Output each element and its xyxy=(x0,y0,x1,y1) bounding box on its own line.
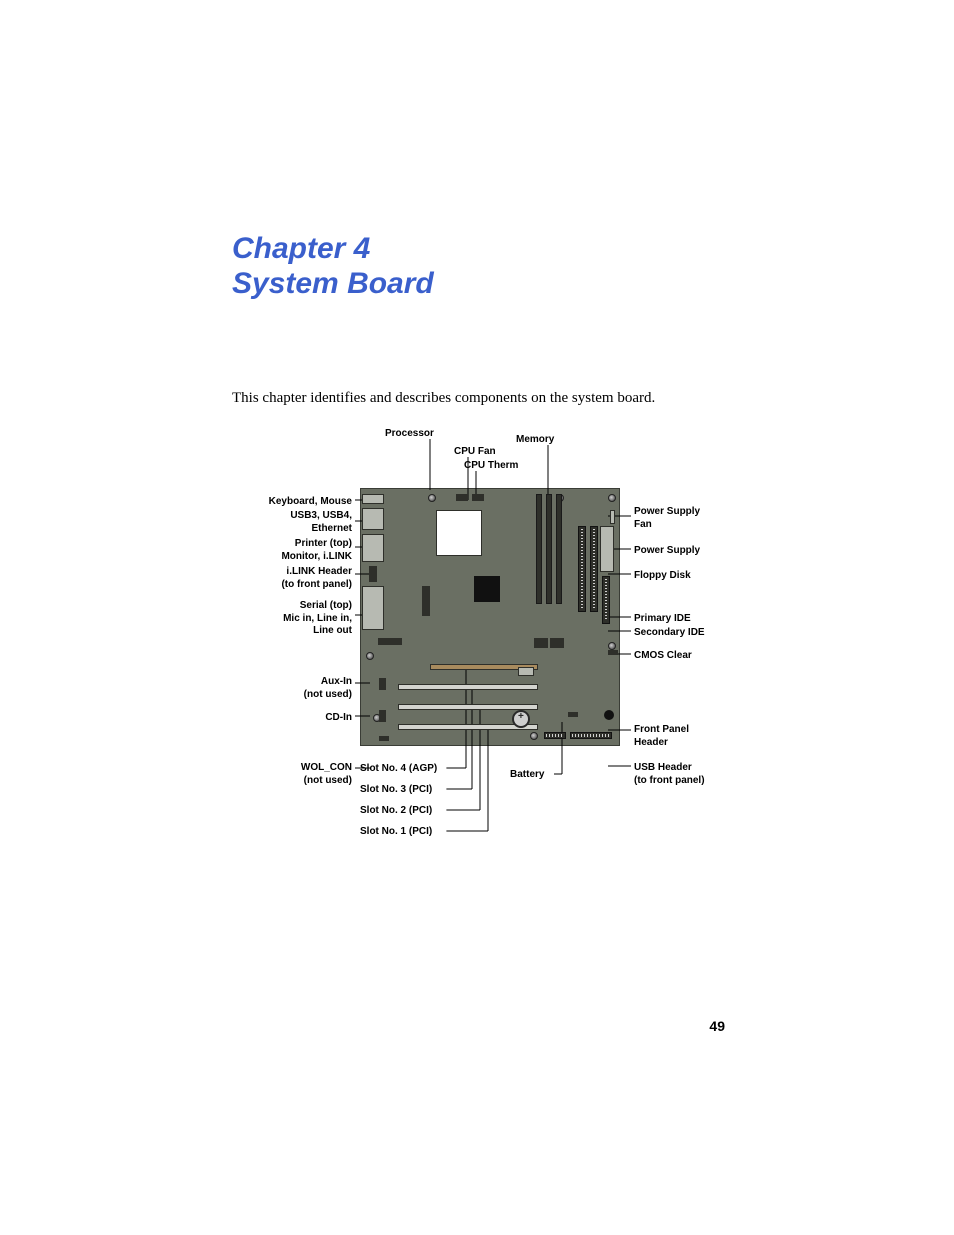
conn-serial-audio xyxy=(362,586,384,630)
label-right-6: Front Panel Header xyxy=(634,724,689,749)
label-left-0: Keyboard, Mouse xyxy=(232,496,352,509)
dimm-slot-1 xyxy=(536,494,542,604)
label-top-3: Memory xyxy=(516,434,554,447)
conn-floppy xyxy=(578,526,586,612)
screw-hole xyxy=(608,494,616,502)
label-right-5: CMOS Clear xyxy=(634,650,692,663)
chapter-title: System Board xyxy=(232,267,434,302)
conn-primary-ide xyxy=(590,526,598,612)
header-ps-fan xyxy=(610,510,615,524)
slot-pci-2 xyxy=(398,704,538,710)
chip-r1 xyxy=(568,712,578,717)
dimm-slot-3 xyxy=(556,494,562,604)
label-bottom-4: Battery xyxy=(510,769,544,782)
agp-notch xyxy=(518,667,534,676)
header-cd-in xyxy=(379,710,386,722)
conn-secondary-ide xyxy=(602,576,610,624)
label-right-0: Power Supply Fan xyxy=(634,506,700,531)
conn-printer-monitor xyxy=(362,534,384,562)
label-top-2: CPU Therm xyxy=(464,460,518,473)
label-top-0: Processor xyxy=(385,428,434,441)
label-left-6: CD-In xyxy=(232,712,352,725)
header-usb xyxy=(544,732,566,739)
conn-usb-ethernet xyxy=(362,508,384,530)
label-right-1: Power Supply xyxy=(634,545,700,558)
label-left-4: Serial (top) Mic in, Line in, Line out xyxy=(232,600,352,638)
label-bottom-0: Slot No. 4 (AGP) xyxy=(360,763,437,776)
screw-hole xyxy=(366,652,374,660)
battery xyxy=(512,710,530,728)
page-number: 49 xyxy=(709,1018,725,1034)
chipset xyxy=(474,576,500,602)
header-cpu-fan xyxy=(456,494,468,501)
screw-hole xyxy=(428,494,436,502)
chapter-heading: Chapter 4 System Board xyxy=(232,232,434,301)
cap-2 xyxy=(550,638,564,648)
label-left-1: USB3, USB4, Ethernet xyxy=(232,510,352,535)
label-bottom-1: Slot No. 3 (PCI) xyxy=(360,784,432,797)
slot-pci-3 xyxy=(398,684,538,690)
label-bottom-2: Slot No. 2 (PCI) xyxy=(360,805,432,818)
label-left-3: i.LINK Header (to front panel) xyxy=(232,566,352,591)
header-ilink xyxy=(369,566,377,582)
jumper-cmos-clear xyxy=(608,650,618,655)
label-right-4: Secondary IDE xyxy=(634,627,705,640)
standoff xyxy=(604,710,614,720)
chapter-number: Chapter 4 xyxy=(232,232,434,267)
label-right-7: USB Header (to front panel) xyxy=(634,762,705,787)
screw-hole xyxy=(608,642,616,650)
header-front-panel xyxy=(570,732,612,739)
chip-r2 xyxy=(378,638,402,645)
label-top-1: CPU Fan xyxy=(454,446,496,459)
label-left-5: Aux-In (not used) xyxy=(232,676,352,701)
label-left-2: Printer (top) Monitor, i.LINK xyxy=(232,538,352,563)
conn-power-supply xyxy=(600,526,614,572)
conn-keyboard-mouse xyxy=(362,494,384,504)
label-right-3: Primary IDE xyxy=(634,613,691,626)
label-left-7: WOL_CON (not used) xyxy=(232,762,352,787)
cpu-socket xyxy=(436,510,482,556)
dimm-slot-2 xyxy=(546,494,552,604)
header-wol xyxy=(379,736,389,741)
label-bottom-3: Slot No. 1 (PCI) xyxy=(360,826,432,839)
system-board-figure: Processor CPU FanCPU Therm Memory Keyboard,… xyxy=(232,420,732,850)
header-aux-in xyxy=(379,678,386,690)
label-right-2: Floppy Disk xyxy=(634,570,691,583)
header-cpu-therm xyxy=(472,494,484,501)
cap-1 xyxy=(534,638,548,648)
screw-hole xyxy=(530,732,538,740)
chip-vertical xyxy=(422,586,430,616)
intro-paragraph: This chapter identifies and describes co… xyxy=(232,390,655,407)
